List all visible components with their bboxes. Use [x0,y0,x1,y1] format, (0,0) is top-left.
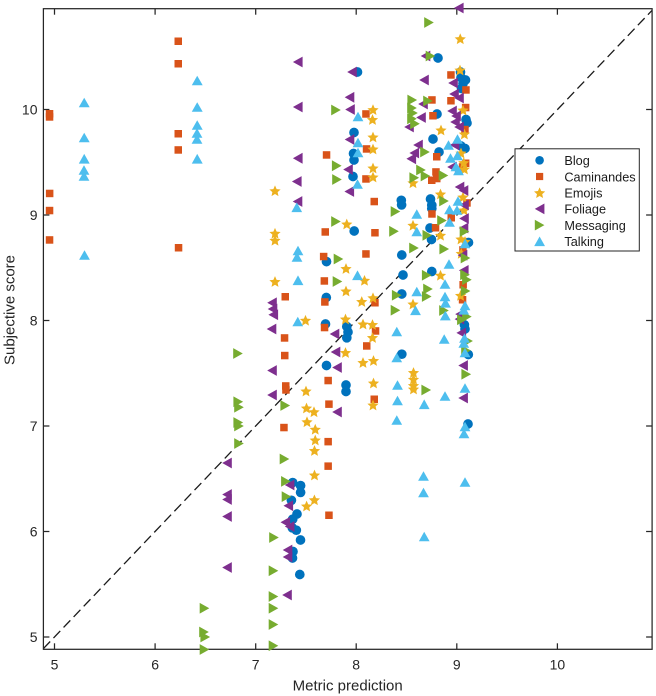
svg-text:6: 6 [151,657,159,673]
svg-text:7: 7 [252,657,260,673]
svg-text:Metric prediction: Metric prediction [293,678,403,695]
svg-text:10: 10 [550,657,566,673]
svg-text:Messaging: Messaging [564,219,625,233]
svg-text:Caminandes: Caminandes [564,170,635,184]
svg-text:Talking: Talking [564,235,604,249]
svg-text:Foliage: Foliage [564,203,606,217]
svg-text:Emojis: Emojis [564,187,602,201]
svg-text:6: 6 [30,524,38,540]
svg-text:8: 8 [352,657,360,673]
svg-text:Blog: Blog [564,154,589,168]
svg-text:5: 5 [51,657,59,673]
svg-text:7: 7 [30,418,38,434]
svg-text:10: 10 [22,102,38,118]
svg-text:9: 9 [453,657,461,673]
svg-text:9: 9 [30,207,38,223]
svg-text:8: 8 [30,313,38,329]
svg-text:Subjective score: Subjective score [2,255,19,365]
svg-text:5: 5 [30,629,38,645]
